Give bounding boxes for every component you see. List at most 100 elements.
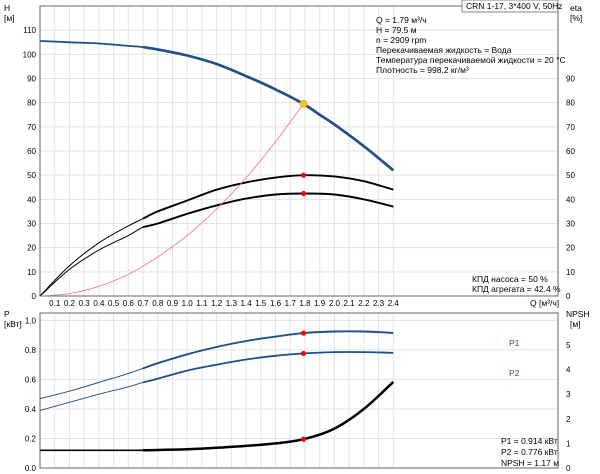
y-right-unit-top: [%]	[570, 13, 582, 23]
y-right-tick-label: 3	[566, 390, 571, 399]
x-tick-label: 1.2	[211, 299, 223, 308]
duty-info-density: Плотность = 998.2 кг/м³	[376, 65, 469, 75]
pump-efficiency-text: КПД насоса = 50 %	[472, 274, 548, 284]
bottom-chart-tick-labels: 0.0 0.2 0.4 0.6 0.8 1.0 0 1 2 3 4 5	[25, 316, 571, 473]
x-tick-label: 0.9	[167, 299, 179, 308]
x-tick-label: 1.0	[182, 299, 194, 308]
x-tick-label: 0.1	[49, 299, 61, 308]
y-right-tick-label: 80	[566, 99, 575, 108]
top-chart-series	[39, 40, 395, 297]
y-left-tick-label: 20	[27, 244, 36, 253]
p2-operating-range	[142, 351, 394, 384]
y-right-title-bottom: NPSH	[566, 309, 590, 319]
npsh-value-text: NPSH = 1.17 м	[501, 458, 559, 468]
y-left-unit-bottom: [кВт]	[4, 319, 22, 329]
y-right-tick-label: 30	[566, 220, 575, 229]
duty-info-liquid: Перекачиваемая жидкость = Вода	[376, 45, 512, 55]
x-tick-label: 1.4	[241, 299, 253, 308]
y-left-tick-label: 0.2	[25, 434, 37, 443]
eff_unit-operating-range	[142, 192, 394, 229]
x-tick-label: 0.7	[137, 299, 149, 308]
top-chart-grid	[40, 6, 558, 296]
x-tick-label: 0.5	[108, 299, 120, 308]
duty-info-q: Q = 1.79 м³/ч	[376, 15, 427, 25]
eff_pump-operating-range	[142, 174, 394, 220]
duty-info-h: H = 79.5 м	[376, 25, 417, 35]
eff_unit-duty-point	[300, 190, 307, 197]
y-right-tick-label: 5	[566, 341, 571, 350]
y-left-tick-label: 70	[27, 123, 36, 132]
y-left-tick-label: 0.6	[25, 375, 37, 384]
y-right-tick-label: 4	[566, 366, 571, 375]
top-chart-tick-labels: 0.1 0.2 0.3 0.4 0.5 0.6 0.7 0.8 0.9 1.0 1.1 1.2 1.3 1…	[23, 26, 576, 308]
x-tick-label: 0.6	[123, 299, 135, 308]
p1-operating-range	[142, 330, 394, 370]
y-left-tick-label: 80	[27, 99, 36, 108]
x-tick-label: 2.1	[344, 299, 356, 308]
x-tick-label: 2.2	[358, 299, 370, 308]
title-box	[461, 0, 559, 13]
x-tick-label: 1.6	[270, 299, 282, 308]
p2-duty-point	[300, 350, 307, 357]
x-tick-label: 0.3	[79, 299, 91, 308]
y-right-tick-label: 0	[566, 292, 571, 301]
y-left-tick-label: 60	[27, 147, 36, 156]
x-tick-label: 1.9	[314, 299, 326, 308]
x-tick-label: 1.5	[255, 299, 267, 308]
bottom-chart-frame	[39, 312, 559, 469]
head-operating-range	[142, 45, 395, 172]
p2-legend-label: P2	[509, 368, 520, 378]
y-right-tick-label: 1	[566, 439, 571, 448]
x-tick-label: 1.8	[299, 299, 311, 308]
duty-info-n: n = 2909 rpm	[376, 35, 426, 45]
y-right-unit-bottom: [м]	[570, 319, 581, 329]
y-left-unit-top: [м]	[4, 13, 15, 23]
y-left-title-bottom: P	[4, 309, 10, 319]
y-left-tick-label: 1.0	[25, 316, 37, 325]
y-left-tick-label: 0.4	[25, 405, 37, 414]
x-tick-label: 2.3	[373, 299, 385, 308]
npsh-operating-range	[142, 380, 395, 452]
y-left-tick-label: 110	[23, 26, 36, 35]
y-right-tick-label: 20	[566, 244, 575, 253]
chart-title: CRN 1-17, 3*400 V, 50Hz	[466, 1, 563, 11]
y-left-tick-label: 0	[32, 292, 37, 301]
system-curve	[39, 103, 304, 297]
y-right-tick-label: 60	[566, 147, 575, 156]
y-left-tick-label: 90	[27, 75, 36, 84]
eff_pump-duty-point	[300, 172, 307, 178]
x-tick-label: 2.0	[329, 299, 341, 308]
y-right-tick-label: 70	[566, 123, 575, 132]
x-tick-label: 0.2	[64, 299, 76, 308]
duty-info-temperature: Температура перекачиваемой жидкости = 20…	[376, 55, 566, 65]
y-right-tick-label: 90	[566, 75, 575, 84]
x-tick-label: 0.4	[93, 299, 105, 308]
x-tick-label: 1.7	[285, 299, 297, 308]
unit-efficiency-text: КПД агрегата = 42.4 %	[472, 284, 561, 294]
y-left-tick-label: 0.8	[25, 346, 37, 355]
y-left-tick-label: 40	[27, 195, 36, 204]
y-left-tick-label: 30	[27, 220, 36, 229]
duty-info-block: Q = 1.79 м³/ч H = 79.5 м n = 2909 rpm Пе…	[376, 15, 566, 75]
p1-value-text: P1 = 0.914 кВт	[501, 436, 558, 446]
x-tick-label: 1.3	[226, 299, 238, 308]
bottom-chart-series	[39, 330, 395, 452]
x-tick-label: 2.4	[388, 299, 400, 308]
head-duty-point	[299, 99, 308, 108]
y-right-tick-label: 40	[566, 195, 575, 204]
y-left-tick-label: 100	[23, 50, 37, 59]
x-tick-label: 1.1	[196, 299, 208, 308]
x-tick-label: 0.8	[152, 299, 164, 308]
p1-legend-label: P1	[509, 338, 520, 348]
y-right-tick-label: 2	[566, 415, 571, 424]
p2-value-text: P2 = 0.776 кВт	[501, 447, 558, 457]
y-left-title-top: H	[4, 3, 10, 13]
y-left-tick-label: 10	[27, 268, 36, 277]
power-info-block: P1 = 0.914 кВт P2 = 0.776 кВт NPSH = 1.1…	[501, 436, 559, 468]
y-right-title-top: eta	[570, 3, 582, 13]
x-axis-label: Q [м³/ч]	[530, 298, 559, 308]
y-right-tick-label: 10	[566, 268, 575, 277]
p1-duty-point	[300, 330, 307, 336]
